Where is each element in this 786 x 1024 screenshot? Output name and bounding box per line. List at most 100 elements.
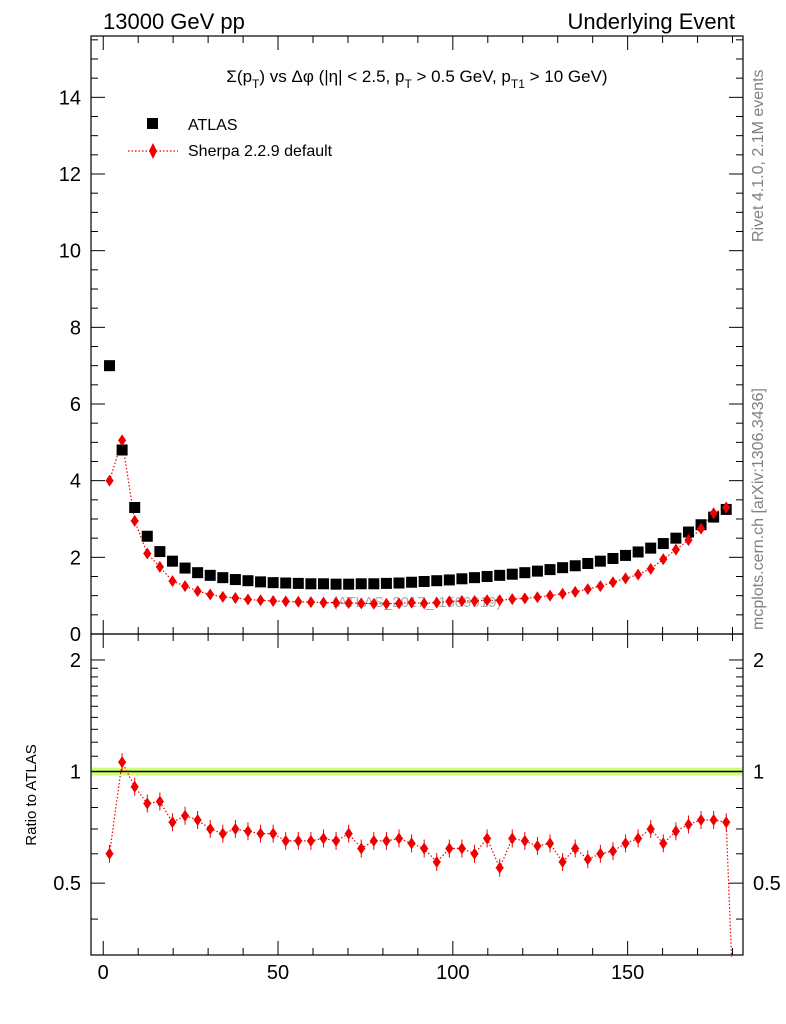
atlas-point bbox=[292, 577, 304, 589]
ratio-point bbox=[168, 816, 177, 829]
ratio-point bbox=[269, 827, 278, 840]
sherpa-point bbox=[382, 597, 391, 610]
sherpa-point bbox=[470, 595, 479, 608]
main-y-tick-label: 4 bbox=[70, 471, 81, 493]
ratio-point bbox=[218, 827, 227, 840]
ratio-y-tick-label-right: 0.5 bbox=[753, 873, 781, 895]
ratio-point bbox=[722, 816, 731, 829]
data-layer bbox=[104, 360, 733, 958]
atlas-point bbox=[632, 546, 644, 558]
sherpa-point bbox=[608, 576, 617, 589]
ratio-y-tick-label-left: 0.5 bbox=[53, 873, 81, 895]
sherpa-point bbox=[646, 562, 655, 575]
main-y-tick-label: 6 bbox=[70, 394, 81, 416]
ratio-point bbox=[697, 814, 706, 827]
ratio-point bbox=[294, 834, 303, 847]
atlas-point bbox=[104, 360, 116, 372]
sherpa-point bbox=[357, 597, 366, 610]
atlas-point bbox=[179, 562, 191, 574]
atlas-point bbox=[582, 557, 594, 569]
sherpa-point bbox=[369, 597, 378, 610]
sherpa-point bbox=[546, 589, 555, 602]
main-y-tick-label: 10 bbox=[59, 241, 81, 263]
reference-band-layer bbox=[92, 767, 742, 776]
ratio-point bbox=[558, 856, 567, 869]
ratio-point bbox=[583, 853, 592, 866]
ratio-point bbox=[243, 825, 252, 838]
atlas-point bbox=[456, 573, 468, 585]
sherpa-point bbox=[634, 568, 643, 581]
ratio-point bbox=[533, 839, 542, 852]
sherpa-point bbox=[332, 596, 341, 609]
atlas-point bbox=[166, 555, 178, 567]
title-part-mid2: > 0.5 GeV, p bbox=[412, 67, 511, 86]
sherpa-line bbox=[108, 440, 727, 605]
ratio-y-tick-label-right: 1 bbox=[753, 762, 764, 784]
atlas-point bbox=[393, 577, 405, 589]
x-tick-label: 0 bbox=[98, 962, 109, 984]
sherpa-point bbox=[483, 594, 492, 607]
sherpa-point bbox=[206, 588, 215, 601]
atlas-point bbox=[670, 532, 682, 544]
sherpa-point bbox=[243, 593, 252, 606]
sherpa-point bbox=[155, 560, 164, 573]
header-right-label: Underlying Event bbox=[567, 9, 735, 34]
atlas-point bbox=[204, 569, 216, 581]
plot-title: Σ(pT) vs Δφ (|η| < 2.5, pT > 0.5 GeV, pT… bbox=[226, 67, 607, 91]
title-sub-3: T1 bbox=[511, 77, 525, 91]
atlas-point bbox=[594, 555, 606, 567]
sherpa-point bbox=[344, 596, 353, 609]
atlas-point bbox=[317, 578, 329, 590]
rivet-version-label: Rivet 4.1.0, 2.1M events bbox=[750, 69, 767, 242]
atlas-point bbox=[531, 565, 543, 577]
atlas-point bbox=[141, 530, 153, 542]
ratio-line bbox=[108, 760, 733, 958]
ratio-point bbox=[508, 832, 517, 845]
ratio-point bbox=[105, 847, 114, 860]
atlas-point bbox=[620, 549, 632, 561]
atlas-point bbox=[481, 571, 493, 582]
ratio-point bbox=[684, 818, 693, 831]
ratio-point bbox=[143, 797, 152, 810]
sherpa-point bbox=[722, 501, 731, 514]
atlas-point bbox=[406, 576, 418, 588]
sherpa-point bbox=[143, 547, 152, 560]
atlas-point bbox=[154, 546, 166, 558]
sherpa-point bbox=[420, 597, 429, 610]
sherpa-point bbox=[294, 595, 303, 608]
ratio-point bbox=[382, 834, 391, 847]
ratio-point bbox=[319, 832, 328, 845]
sherpa-point bbox=[105, 474, 114, 487]
sherpa-point bbox=[533, 591, 542, 604]
sherpa-point bbox=[130, 514, 139, 527]
ratio-point bbox=[470, 847, 479, 860]
sherpa-point bbox=[181, 580, 190, 593]
ratio-point bbox=[256, 827, 265, 840]
sherpa-point bbox=[671, 543, 680, 556]
atlas-point bbox=[192, 567, 204, 579]
ratio-point bbox=[231, 822, 240, 835]
title-part-end: > 10 GeV) bbox=[525, 67, 608, 86]
ratio-panel-frame bbox=[90, 633, 744, 956]
ratio-point bbox=[445, 842, 454, 855]
mcplots-label: mcplots.cern.ch [arXiv:1306.3436] bbox=[750, 388, 767, 630]
ratio-point bbox=[394, 832, 403, 845]
ratio-point bbox=[407, 837, 416, 850]
atlas-point bbox=[129, 502, 141, 513]
sherpa-point bbox=[596, 580, 605, 593]
ratio-point bbox=[709, 814, 718, 827]
ratio-point bbox=[130, 780, 139, 793]
sherpa-point bbox=[520, 592, 529, 605]
sherpa-point bbox=[457, 595, 466, 608]
ratio-point bbox=[596, 847, 605, 860]
sherpa-point bbox=[697, 522, 706, 535]
ratio-point bbox=[306, 834, 315, 847]
ratio-point bbox=[206, 822, 215, 835]
ratio-point bbox=[281, 834, 290, 847]
ratio-point bbox=[621, 837, 630, 850]
sherpa-point bbox=[684, 534, 693, 547]
main-y-tick-label: 2 bbox=[70, 547, 81, 569]
sherpa-point bbox=[168, 575, 177, 588]
